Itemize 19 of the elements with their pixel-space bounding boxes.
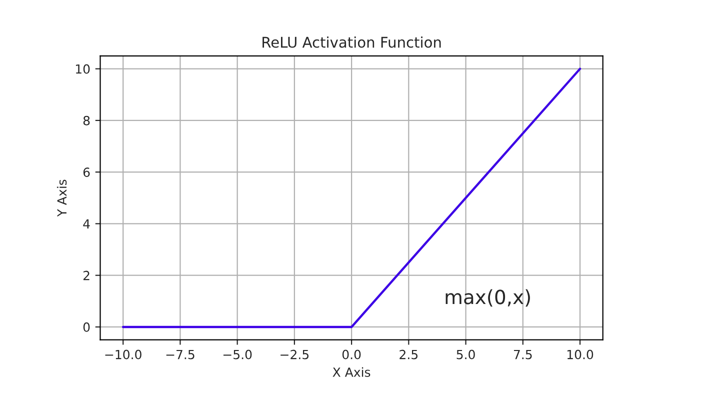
y-tick-label: 2 (83, 270, 90, 280)
x-tick-label: −10.0 (105, 350, 142, 360)
x-tick-label: 0.0 (342, 350, 361, 360)
x-tick-label: 10.0 (567, 350, 594, 360)
y-tick-label: 6 (83, 168, 90, 177)
x-axis-title: X Axis (332, 367, 370, 377)
y-tick-label: 10 (76, 64, 90, 74)
x-tick-label: 7.5 (514, 350, 532, 360)
y-tick-label: 8 (83, 116, 90, 126)
chart-title: ReLU Activation Function (262, 36, 441, 48)
x-tick-label: 2.5 (400, 350, 418, 360)
annotation: max(0,x) (446, 289, 530, 307)
y-tick-label: 4 (83, 219, 90, 228)
y-axis-title: Y Axis (56, 180, 67, 217)
x-tick-label: −5.0 (223, 350, 252, 360)
y-tick-label: 0 (83, 322, 90, 332)
x-tick-label: −2.5 (280, 350, 309, 360)
x-tick-label: −7.5 (166, 350, 194, 360)
x-tick-label: 5.0 (456, 350, 475, 360)
